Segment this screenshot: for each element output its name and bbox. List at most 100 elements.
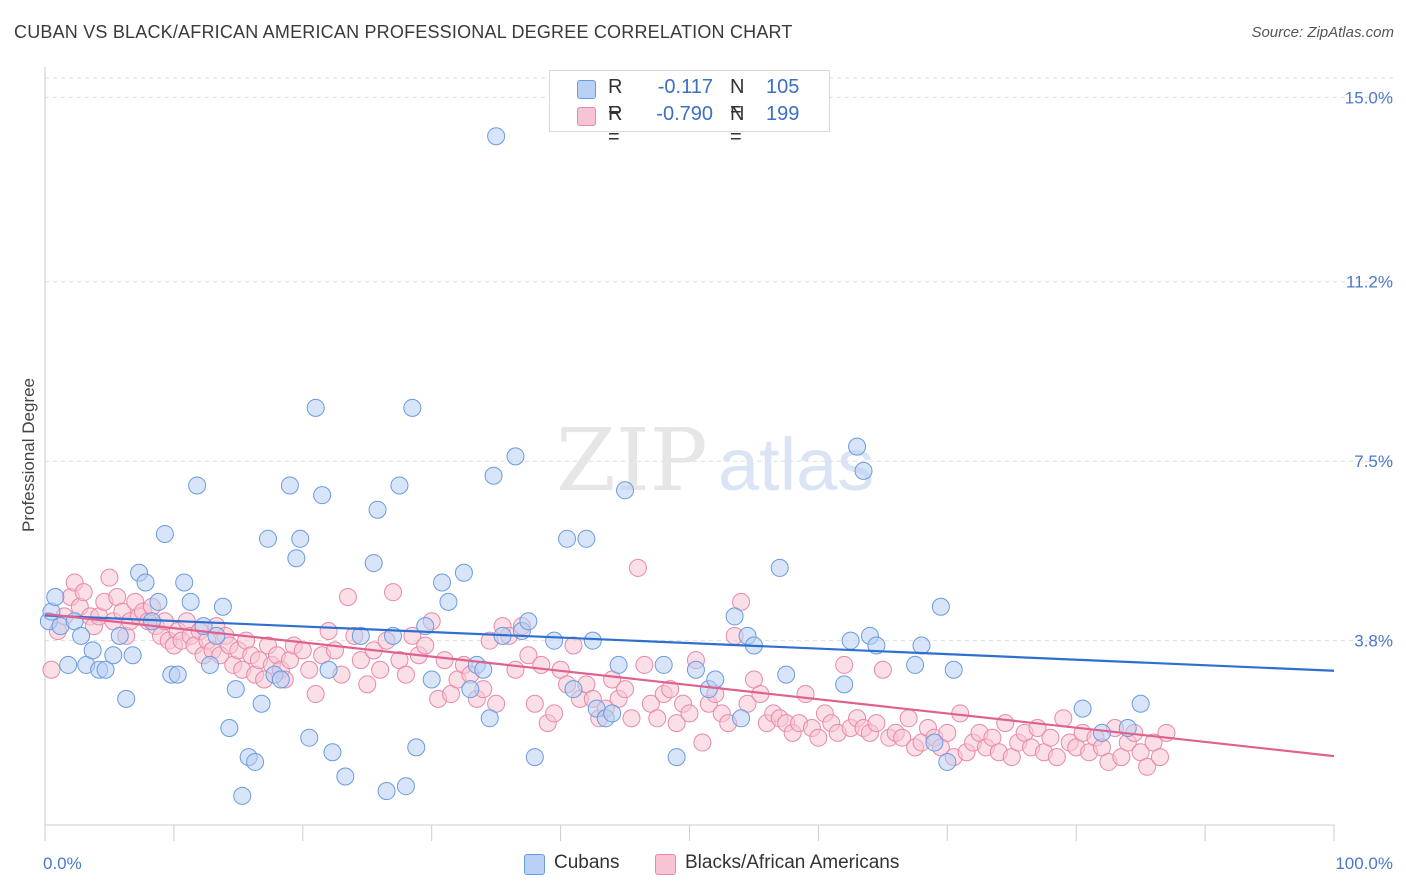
watermark-atlas: atlas <box>718 423 874 506</box>
point-blacks <box>1041 728 1060 747</box>
watermark: ZIP atlas <box>556 411 874 511</box>
point-cubans <box>925 733 944 752</box>
point-cubans <box>667 748 686 767</box>
point-cubans <box>1131 694 1150 713</box>
point-blacks <box>648 709 667 728</box>
point-blacks <box>506 660 525 679</box>
legend-n-value: 105 <box>766 76 800 98</box>
point-cubans <box>207 626 226 645</box>
point-cubans <box>233 786 252 805</box>
legend: R = -0.117 N = 105 R = -0.790 N = 199 <box>549 70 830 148</box>
gridlines <box>45 77 1394 642</box>
point-cubans <box>368 500 387 519</box>
point-blacks <box>396 665 415 684</box>
point-blacks <box>519 646 538 665</box>
point-cubans <box>454 563 473 582</box>
point-blacks <box>835 655 854 674</box>
point-blacks <box>628 558 647 577</box>
point-cubans <box>46 588 65 607</box>
point-cubans <box>313 486 332 505</box>
legend-n-value: 199 <box>766 103 800 125</box>
point-cubans <box>577 529 596 548</box>
point-blacks <box>1047 748 1066 767</box>
point-cubans <box>854 461 873 480</box>
point-cubans <box>351 626 370 645</box>
point-blacks <box>622 709 641 728</box>
legend-swatch-blacks <box>577 107 596 126</box>
point-cubans <box>200 655 219 674</box>
point-blacks <box>351 651 370 670</box>
point-blacks <box>384 583 403 602</box>
legend-r-label: R = <box>608 76 623 121</box>
y-tick-label: 7.5% <box>1354 452 1393 471</box>
point-cubans <box>545 631 564 650</box>
legend-n-label: N = <box>730 103 745 148</box>
point-cubans <box>484 466 503 485</box>
point-blacks <box>867 714 886 733</box>
point-blacks <box>1138 757 1157 776</box>
point-cubans <box>246 752 265 771</box>
point-cubans <box>390 476 409 495</box>
point-blacks <box>371 660 390 679</box>
point-cubans <box>323 743 342 762</box>
chart-title: CUBAN VS BLACK/AFRICAN AMERICAN PROFESSI… <box>14 22 793 42</box>
point-cubans <box>258 529 277 548</box>
point-blacks <box>667 714 686 733</box>
point-cubans <box>912 636 931 655</box>
bottom-legend-label-blacks: Blacks/African Americans <box>685 852 900 873</box>
point-blacks <box>319 621 338 640</box>
point-cubans <box>136 573 155 592</box>
point-blacks <box>661 680 680 699</box>
point-cubans <box>220 718 239 737</box>
point-cubans <box>777 665 796 684</box>
point-cubans <box>300 728 319 747</box>
point-blacks <box>300 660 319 679</box>
point-cubans <box>867 636 886 655</box>
point-cubans <box>83 641 102 660</box>
point-cubans <box>149 592 168 611</box>
point-cubans <box>603 704 622 723</box>
point-cubans <box>364 554 383 573</box>
point-cubans <box>848 437 867 456</box>
point-blacks <box>873 660 892 679</box>
point-cubans <box>732 709 751 728</box>
axes <box>44 67 1335 841</box>
point-cubans <box>558 529 577 548</box>
point-cubans <box>110 626 129 645</box>
x-tick-label-min: 0.0% <box>43 854 82 873</box>
point-cubans <box>770 558 789 577</box>
point-cubans <box>686 660 705 679</box>
point-blacks <box>42 660 61 679</box>
point-cubans <box>291 529 310 548</box>
point-blacks <box>680 704 699 723</box>
point-blacks <box>996 714 1015 733</box>
point-blacks <box>564 636 583 655</box>
series-cubans-points <box>39 127 1150 805</box>
point-blacks <box>693 733 712 752</box>
point-blacks <box>1054 709 1073 728</box>
point-cubans <box>938 752 957 771</box>
point-cubans <box>59 655 78 674</box>
point-blacks <box>796 685 815 704</box>
point-cubans <box>416 617 435 636</box>
point-cubans <box>117 689 136 708</box>
point-blacks <box>635 655 654 674</box>
point-cubans <box>841 631 860 650</box>
point-cubans <box>407 738 426 757</box>
point-cubans <box>72 626 91 645</box>
point-cubans <box>564 680 583 699</box>
point-cubans <box>336 767 355 786</box>
point-cubans <box>403 398 422 417</box>
point-cubans <box>226 680 245 699</box>
bottom-legend: Cubans Blacks/African Americans <box>0 852 1406 878</box>
point-blacks <box>293 641 312 660</box>
point-cubans <box>506 447 525 466</box>
point-cubans <box>168 665 187 684</box>
point-cubans <box>213 597 232 616</box>
point-cubans <box>835 675 854 694</box>
point-cubans <box>725 607 744 626</box>
point-cubans <box>583 631 602 650</box>
bottom-legend-swatch-blacks <box>655 854 676 875</box>
bottom-legend-label-cubans: Cubans <box>554 852 620 873</box>
